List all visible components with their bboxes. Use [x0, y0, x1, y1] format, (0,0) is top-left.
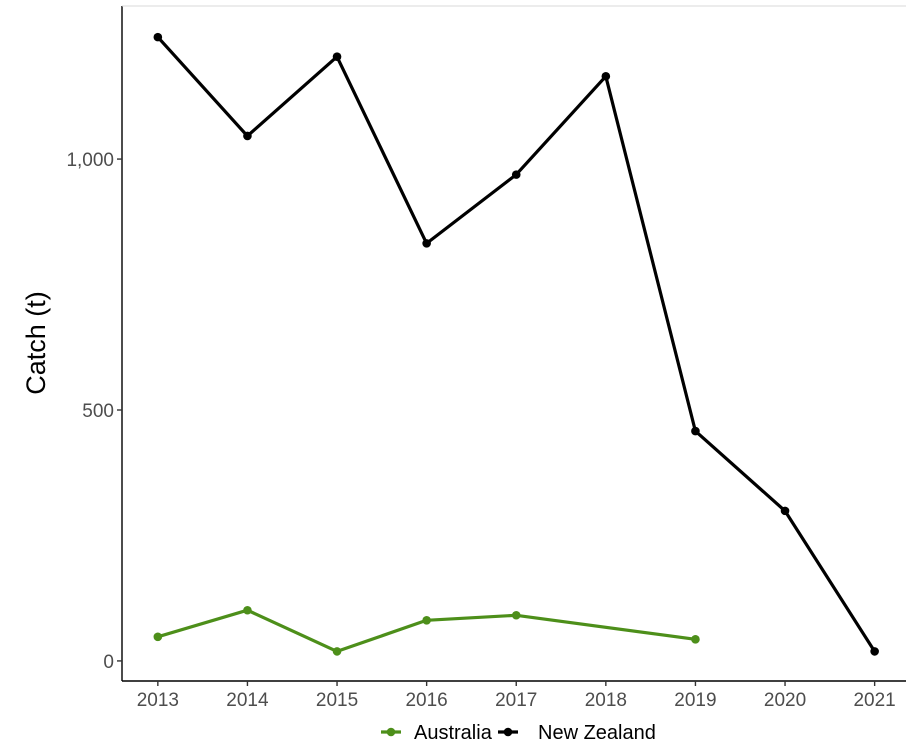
legend-key-point-australia	[386, 727, 396, 737]
series	[153, 32, 879, 656]
legend: Australia New Zealand	[381, 722, 656, 744]
axes	[121, 5, 906, 682]
data-point-new-zealand	[511, 170, 521, 179]
x-tick-label: 2015	[316, 690, 358, 711]
data-point-new-zealand	[422, 239, 431, 248]
y-tick-label: 500	[82, 401, 114, 422]
data-point-new-zealand	[243, 131, 252, 141]
series-line-australia	[156, 608, 698, 654]
x-ticks: 2013 2014 2015 2016 2017 2018 2019 2020 2021	[137, 681, 896, 711]
x-tick-label: 2017	[495, 690, 537, 711]
data-point-australia	[511, 610, 521, 620]
data-point-new-zealand	[870, 647, 879, 656]
legend-label-new-zealand: New Zealand	[538, 722, 656, 744]
x-tick-label: 2016	[405, 690, 447, 711]
data-point-new-zealand	[332, 52, 342, 61]
legend-label-australia: Australia	[414, 722, 493, 744]
data-point-new-zealand	[601, 71, 611, 81]
data-point-australia	[153, 632, 163, 642]
data-point-new-zealand	[691, 426, 700, 436]
series-line-new-zealand	[156, 35, 877, 654]
legend-key-point-new-zealand	[503, 727, 513, 737]
x-tick-label: 2018	[585, 690, 627, 711]
x-tick-label: 2020	[764, 690, 806, 711]
y-tick-label: 1,000	[66, 150, 114, 171]
legend-item-new-zealand: New Zealand	[498, 722, 656, 744]
x-tick-label: 2021	[853, 690, 895, 711]
y-axis-title: Catch (t)	[21, 291, 51, 395]
y-ticks: 0 500 1,000	[66, 150, 122, 673]
data-point-new-zealand	[153, 32, 163, 42]
series-australia	[153, 605, 700, 656]
x-tick-label: 2014	[226, 690, 269, 711]
series-new-zealand	[153, 32, 879, 656]
data-point-australia	[422, 615, 431, 625]
legend-item-australia: Australia	[381, 722, 493, 744]
data-point-australia	[332, 647, 342, 656]
data-point-australia	[691, 635, 700, 644]
x-tick-label: 2019	[674, 690, 716, 711]
x-tick-label: 2013	[137, 690, 179, 711]
data-point-new-zealand	[780, 506, 790, 516]
y-tick-label: 0	[103, 652, 114, 673]
data-point-australia	[243, 605, 252, 615]
